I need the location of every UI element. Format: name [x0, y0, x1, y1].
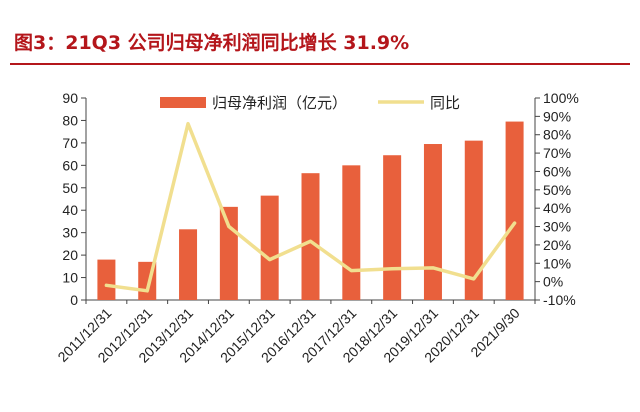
- bar: [219, 206, 238, 300]
- right-tick-label: 40%: [543, 200, 571, 216]
- left-tick-label: 90: [62, 90, 78, 106]
- legend-bar-label: 归母净利润（亿元）: [212, 94, 347, 112]
- right-tick-label: 10%: [543, 255, 571, 271]
- right-tick-label: 50%: [543, 182, 571, 198]
- bar: [464, 140, 483, 300]
- left-tick-label: 80: [62, 112, 78, 128]
- left-tick-label: 30: [62, 225, 78, 241]
- left-tick-label: 40: [62, 202, 78, 218]
- left-tick-label: 60: [62, 157, 78, 173]
- right-tick-label: 100%: [543, 90, 579, 106]
- right-tick-label: 80%: [543, 127, 571, 143]
- left-tick-label: 20: [62, 247, 78, 263]
- bar: [342, 165, 361, 300]
- bar-series: [97, 121, 524, 300]
- bar: [505, 121, 524, 300]
- bar: [260, 195, 279, 300]
- line-series: [104, 121, 517, 293]
- left-tick-label: 0: [70, 292, 78, 308]
- right-tick-label: 20%: [543, 237, 571, 253]
- left-tick-label: 50: [62, 180, 78, 196]
- title-divider: [10, 63, 630, 65]
- right-tick-label: 0%: [543, 274, 563, 290]
- chart-title: 图3：21Q3 公司归母净利润同比增长 31.9%: [14, 32, 410, 54]
- bar: [423, 144, 442, 300]
- legend: 归母净利润（亿元） 同比: [160, 94, 460, 112]
- legend-bar-swatch: [160, 97, 206, 108]
- bar: [383, 155, 402, 300]
- bar: [97, 259, 116, 300]
- right-tick-label: -10%: [543, 292, 576, 308]
- bar: [301, 173, 320, 300]
- bar: [179, 229, 198, 300]
- legend-line-label: 同比: [430, 94, 460, 112]
- left-tick-label: 70: [62, 135, 78, 151]
- right-tick-label: 60%: [543, 163, 571, 179]
- left-tick-label: 10: [62, 270, 78, 286]
- right-tick-label: 90%: [543, 108, 571, 124]
- right-tick-label: 30%: [543, 219, 571, 235]
- right-tick-label: 70%: [543, 145, 571, 161]
